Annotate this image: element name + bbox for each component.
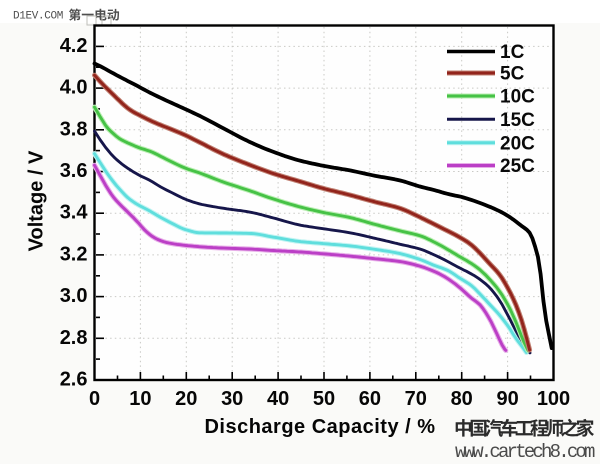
svg-text:40: 40 <box>267 388 289 410</box>
svg-text:90: 90 <box>496 388 518 410</box>
svg-text:3.2: 3.2 <box>60 243 88 265</box>
svg-text:25C: 25C <box>500 156 535 177</box>
svg-text:3.0: 3.0 <box>60 285 88 307</box>
svg-text:15C: 15C <box>500 110 535 131</box>
svg-text:20C: 20C <box>500 133 535 154</box>
svg-text:1C: 1C <box>500 42 525 63</box>
svg-text:Discharge Capacity / %: Discharge Capacity / % <box>204 416 435 438</box>
svg-text:100: 100 <box>537 388 570 410</box>
svg-text:0: 0 <box>89 388 100 410</box>
svg-text:80: 80 <box>451 388 473 410</box>
svg-text:30: 30 <box>221 388 243 410</box>
svg-text:10C: 10C <box>500 87 535 108</box>
svg-text:60: 60 <box>359 388 381 410</box>
svg-text:3.8: 3.8 <box>60 118 88 140</box>
svg-text:2.8: 2.8 <box>60 327 88 349</box>
svg-text:70: 70 <box>405 388 427 410</box>
svg-text:Voltage / V: Voltage / V <box>26 150 48 251</box>
svg-text:D1EV.COM: D1EV.COM <box>13 11 63 23</box>
svg-text:5C: 5C <box>500 64 525 85</box>
svg-text:10: 10 <box>129 388 151 410</box>
svg-text:4.2: 4.2 <box>60 35 88 57</box>
svg-text:20: 20 <box>175 388 197 410</box>
svg-text:4.0: 4.0 <box>60 77 88 99</box>
svg-text:2.6: 2.6 <box>60 369 88 391</box>
svg-text:3.4: 3.4 <box>60 202 89 224</box>
svg-text:3.6: 3.6 <box>60 160 88 182</box>
svg-text:50: 50 <box>313 388 335 410</box>
